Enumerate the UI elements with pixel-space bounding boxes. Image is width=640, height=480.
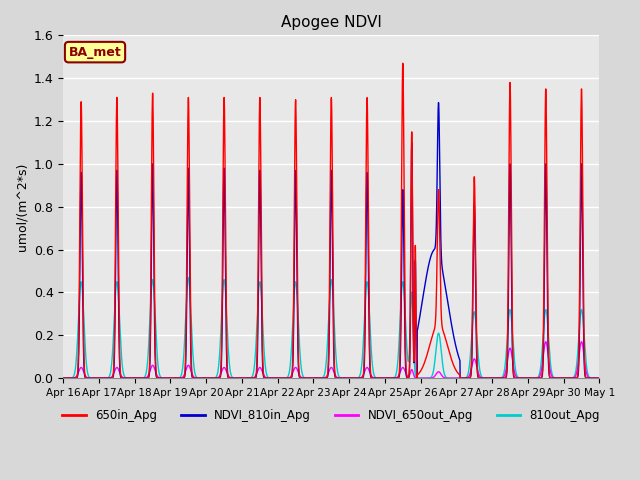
650in_Apg — [489, 375, 497, 381]
Line: 810out_Apg: 810out_Apg — [63, 277, 635, 378]
NDVI_650out_Apg — [613, 339, 621, 345]
NDVI_810in_Apg — [435, 100, 442, 106]
NDVI_650out_Apg — [79, 368, 87, 373]
NDVI_810in_Apg — [489, 375, 497, 381]
NDVI_810in_Apg — [60, 375, 67, 381]
NDVI_650out_Apg — [235, 375, 243, 381]
810out_Apg — [79, 306, 87, 312]
Y-axis label: umol/(m^2*s): umol/(m^2*s) — [15, 163, 28, 251]
Line: NDVI_650out_Apg: NDVI_650out_Apg — [63, 342, 635, 378]
810out_Apg — [316, 375, 324, 381]
Line: NDVI_810in_Apg: NDVI_810in_Apg — [63, 103, 635, 378]
650in_Apg — [316, 375, 324, 381]
810out_Apg — [60, 375, 67, 381]
NDVI_810in_Apg — [631, 375, 639, 381]
650in_Apg — [631, 375, 639, 381]
650in_Apg — [60, 375, 67, 381]
NDVI_810in_Apg — [207, 375, 215, 381]
Title: Apogee NDVI: Apogee NDVI — [281, 15, 382, 30]
NDVI_650out_Apg — [489, 375, 497, 381]
NDVI_810in_Apg — [316, 375, 324, 381]
810out_Apg — [235, 375, 243, 381]
810out_Apg — [558, 375, 566, 381]
NDVI_650out_Apg — [316, 375, 324, 381]
NDVI_810in_Apg — [235, 375, 243, 381]
NDVI_810in_Apg — [558, 375, 566, 381]
650in_Apg — [235, 375, 243, 381]
810out_Apg — [631, 375, 639, 381]
Legend: 650in_Apg, NDVI_810in_Apg, NDVI_650out_Apg, 810out_Apg: 650in_Apg, NDVI_810in_Apg, NDVI_650out_A… — [58, 405, 605, 427]
NDVI_650out_Apg — [558, 375, 566, 381]
NDVI_650out_Apg — [207, 375, 215, 381]
650in_Apg — [79, 313, 87, 319]
810out_Apg — [208, 375, 216, 381]
650in_Apg — [399, 60, 406, 66]
Line: 650in_Apg: 650in_Apg — [63, 63, 635, 378]
810out_Apg — [489, 375, 497, 381]
Text: BA_met: BA_met — [68, 46, 122, 59]
650in_Apg — [207, 375, 215, 381]
NDVI_650out_Apg — [631, 375, 639, 381]
NDVI_650out_Apg — [60, 375, 67, 381]
650in_Apg — [558, 375, 566, 381]
NDVI_810in_Apg — [79, 337, 87, 343]
810out_Apg — [184, 275, 192, 280]
